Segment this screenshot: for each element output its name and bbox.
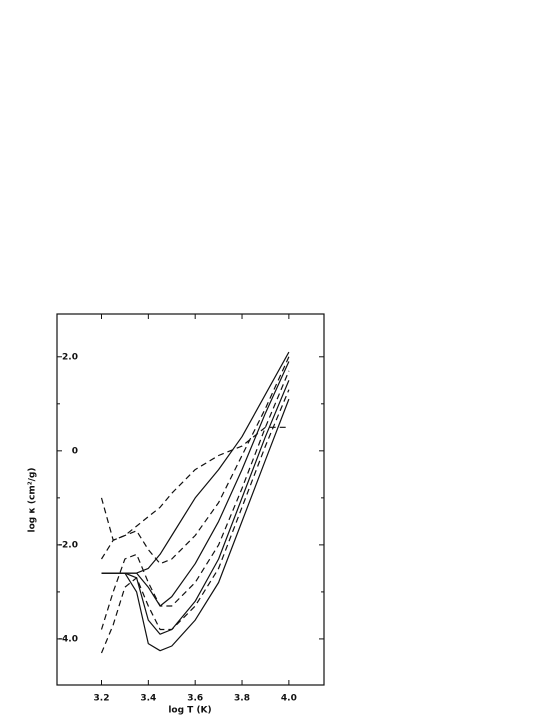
y-tick-label: -4.0 [58,634,78,644]
x-tick-label: 3.6 [187,694,203,704]
curve [101,351,290,574]
curve [100,426,289,541]
curve [101,361,290,607]
y-axis-label: log κ (cm²/g) [28,468,38,533]
plot-frame [56,313,325,686]
curve [100,356,290,565]
y-tick-label: -2.0 [58,540,78,550]
curve [101,380,290,635]
y-tick-label: 0 [72,446,78,456]
curve [101,398,290,652]
x-tick-label: 3.8 [234,694,250,704]
x-tick-label: 3.2 [94,694,110,704]
x-tick-label: 4.0 [281,694,297,704]
curve [100,389,290,654]
y-tick-label: 2.0 [62,352,78,362]
curve [100,370,290,630]
x-tick-label: 3.4 [140,694,156,704]
x-axis-label: log T (K) [168,706,211,716]
